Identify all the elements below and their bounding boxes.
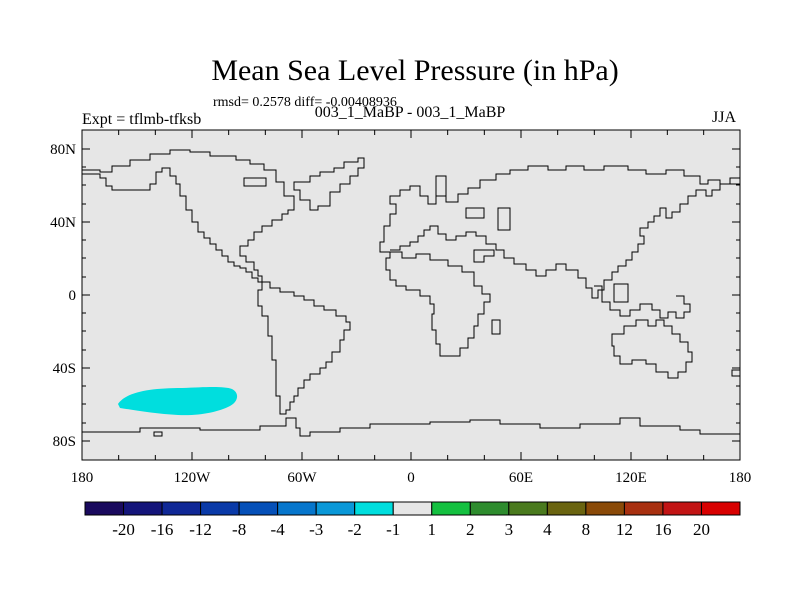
lon-label: 60E — [509, 470, 533, 486]
colorbar-label: -3 — [309, 520, 323, 539]
coast-island-2 — [465, 207, 485, 219]
lat-label: 40S — [53, 361, 76, 377]
stats-line: rmsd= 0.2578 diff= -0.00408936 — [213, 95, 397, 110]
colorbar-label: -1 — [386, 520, 400, 539]
coast-caspian — [497, 207, 511, 231]
colorbar-swatch — [469, 501, 510, 516]
colorbar-swatch — [123, 501, 163, 516]
colorbar-swatch — [508, 501, 548, 516]
coast-philippines — [613, 283, 629, 303]
lat-label: 0 — [69, 288, 77, 304]
colorbar-label: 1 — [428, 520, 437, 539]
colorbar-swatch — [431, 501, 471, 516]
coast-greenland — [293, 157, 365, 211]
coast-africa — [385, 251, 491, 357]
coast-indonesia — [594, 285, 691, 319]
lon-label: 180 — [71, 470, 94, 486]
colorbar-swatch — [354, 501, 394, 516]
coast-island-3 — [435, 175, 447, 197]
colorbar-label: 16 — [654, 520, 671, 539]
colorbar-label: 20 — [693, 520, 710, 539]
coast-asia-east — [390, 177, 740, 299]
coastlines — [82, 149, 741, 437]
coast-north-america — [82, 149, 295, 283]
coast-arabia — [473, 249, 495, 263]
coast-eurasia — [379, 165, 740, 253]
lon-label: 0 — [407, 470, 415, 486]
coast-madagascar — [491, 319, 501, 335]
longitude-ticks — [81, 130, 741, 460]
lat-label: 80S — [53, 434, 76, 450]
colorbar-label: 2 — [466, 520, 475, 539]
season-label: JJA — [712, 109, 737, 126]
coast-australia — [611, 319, 693, 379]
colorbar-label: -8 — [232, 520, 246, 539]
colorbar-label: -2 — [348, 520, 362, 539]
lon-label: 120E — [615, 470, 647, 486]
coast-south-america — [257, 281, 351, 415]
colorbar-swatch — [546, 501, 587, 516]
colorbar-swatch — [662, 501, 702, 516]
colorbar-label: -16 — [151, 520, 174, 539]
coast-island-1 — [243, 177, 267, 187]
colorbar-swatch — [392, 501, 433, 516]
colorbar-swatch — [277, 501, 317, 516]
anomaly-patch — [118, 387, 238, 416]
lon-label: 120W — [174, 470, 212, 486]
colorbar-label: 12 — [616, 520, 633, 539]
colorbar-label: -4 — [271, 520, 286, 539]
lon-label: 180 — [729, 470, 752, 486]
colorbar-swatch — [585, 501, 625, 516]
colorbar-label: 3 — [505, 520, 514, 539]
coast-antarctic-shelf — [153, 431, 163, 437]
colorbar-label: -12 — [189, 520, 212, 539]
colorbar-swatch — [161, 501, 202, 516]
colorbar: -20 -16 -12 -8 -4 -3 -2 -1 1 2 3 4 8 12 16 20 — [84, 501, 741, 539]
colorbar-swatch — [700, 501, 741, 516]
colorbar-label: -20 — [112, 520, 135, 539]
colorbar-swatch — [200, 501, 240, 516]
colorbar-swatch — [238, 501, 279, 516]
chart-title: Mean Sea Level Pressure (in hPa) — [211, 54, 619, 87]
latitude-ticks — [82, 148, 740, 442]
experiment-label: Expt = tflmb-tfksb — [82, 111, 202, 128]
colorbar-swatch — [84, 501, 125, 516]
colorbar-swatch — [315, 501, 356, 516]
coast-antarctica — [82, 417, 740, 437]
lon-label: 60W — [287, 470, 317, 486]
case-subtitle: 003_1_MaBP - 003_1_MaBP — [314, 104, 506, 121]
lat-label: 40N — [50, 215, 76, 231]
colorbar-label: 8 — [582, 520, 591, 539]
lat-label: 80N — [50, 142, 76, 158]
colorbar-label: 4 — [543, 520, 552, 539]
colorbar-swatch — [623, 501, 664, 516]
